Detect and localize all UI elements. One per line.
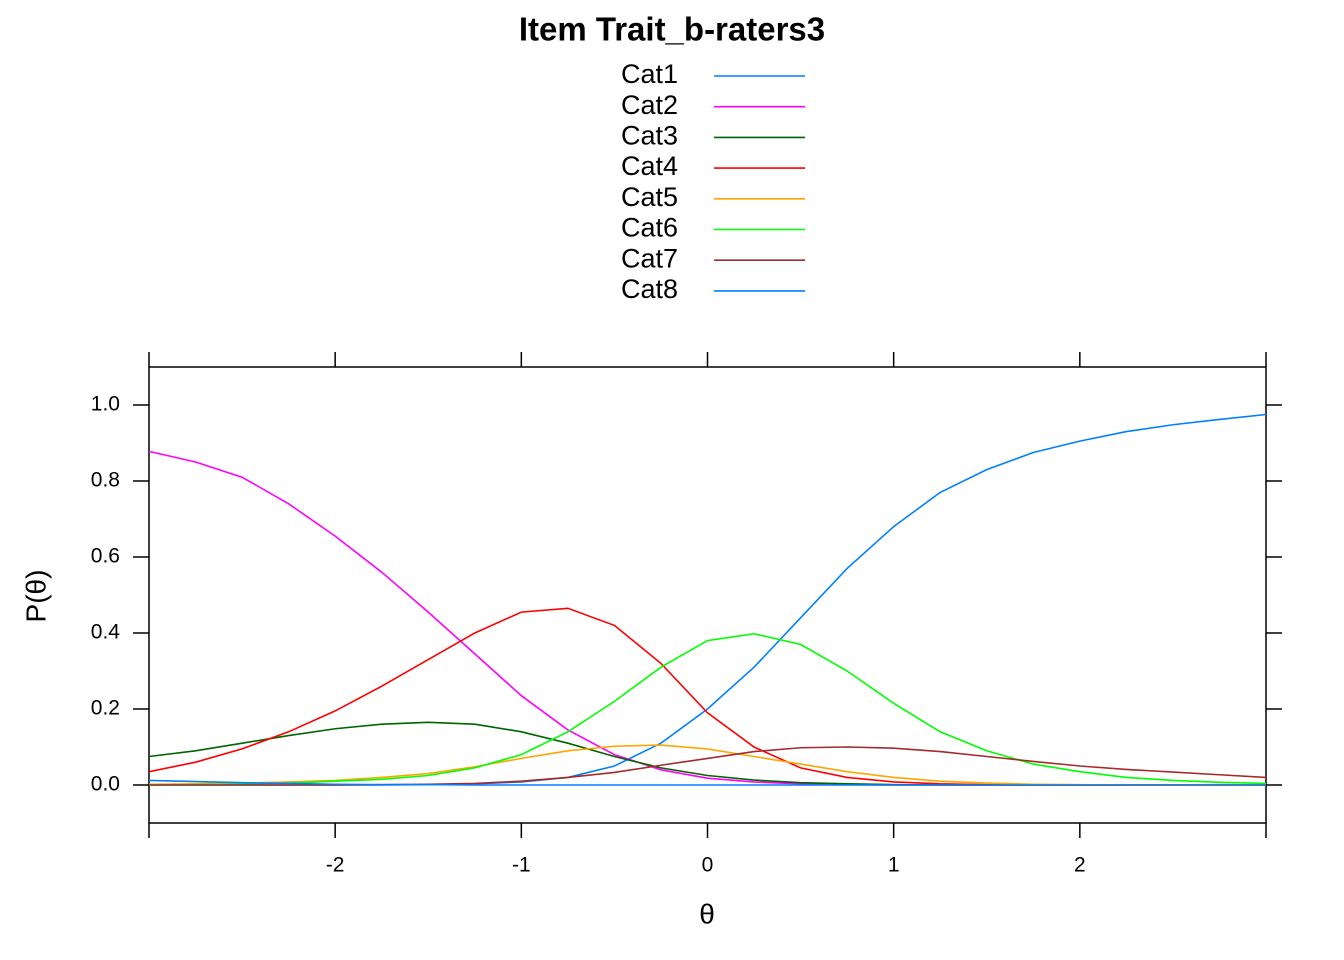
x-tick-label: 1 xyxy=(888,854,900,877)
chart-title: Item Trait_b-raters3 xyxy=(519,11,825,48)
y-axis-label: P(θ) xyxy=(20,570,51,623)
x-tick-label: 2 xyxy=(1074,854,1086,877)
series-line xyxy=(148,744,1266,786)
y-tick-label: 0.2 xyxy=(91,697,120,720)
series-line xyxy=(149,413,1267,786)
x-tick-label: -1 xyxy=(512,854,531,877)
y-tick-label: 0.8 xyxy=(91,469,120,492)
legend-label: Cat1 xyxy=(621,59,678,89)
x-tick-label: 0 xyxy=(702,854,714,877)
series-line xyxy=(148,779,1266,786)
y-tick-label: 0.6 xyxy=(91,545,120,568)
legend-label: Cat5 xyxy=(621,182,678,212)
series-line xyxy=(149,746,1267,786)
legend-label: Cat7 xyxy=(621,243,678,273)
legend-label: Cat3 xyxy=(621,121,678,151)
plot-frame xyxy=(148,366,1267,824)
legend-label: Cat4 xyxy=(621,151,678,181)
series-line xyxy=(148,450,1266,786)
y-tick-label: 0.0 xyxy=(91,773,120,796)
legend-label: Cat8 xyxy=(621,274,678,304)
y-tick-label: 1.0 xyxy=(91,393,120,416)
legend-label: Cat6 xyxy=(621,213,678,243)
x-axis-label: θ xyxy=(699,898,715,929)
series-line xyxy=(148,632,1267,786)
series-line xyxy=(148,721,1266,786)
y-tick-label: 0.4 xyxy=(91,621,121,644)
x-tick-label: -2 xyxy=(326,854,345,877)
legend-label: Cat2 xyxy=(621,90,678,120)
